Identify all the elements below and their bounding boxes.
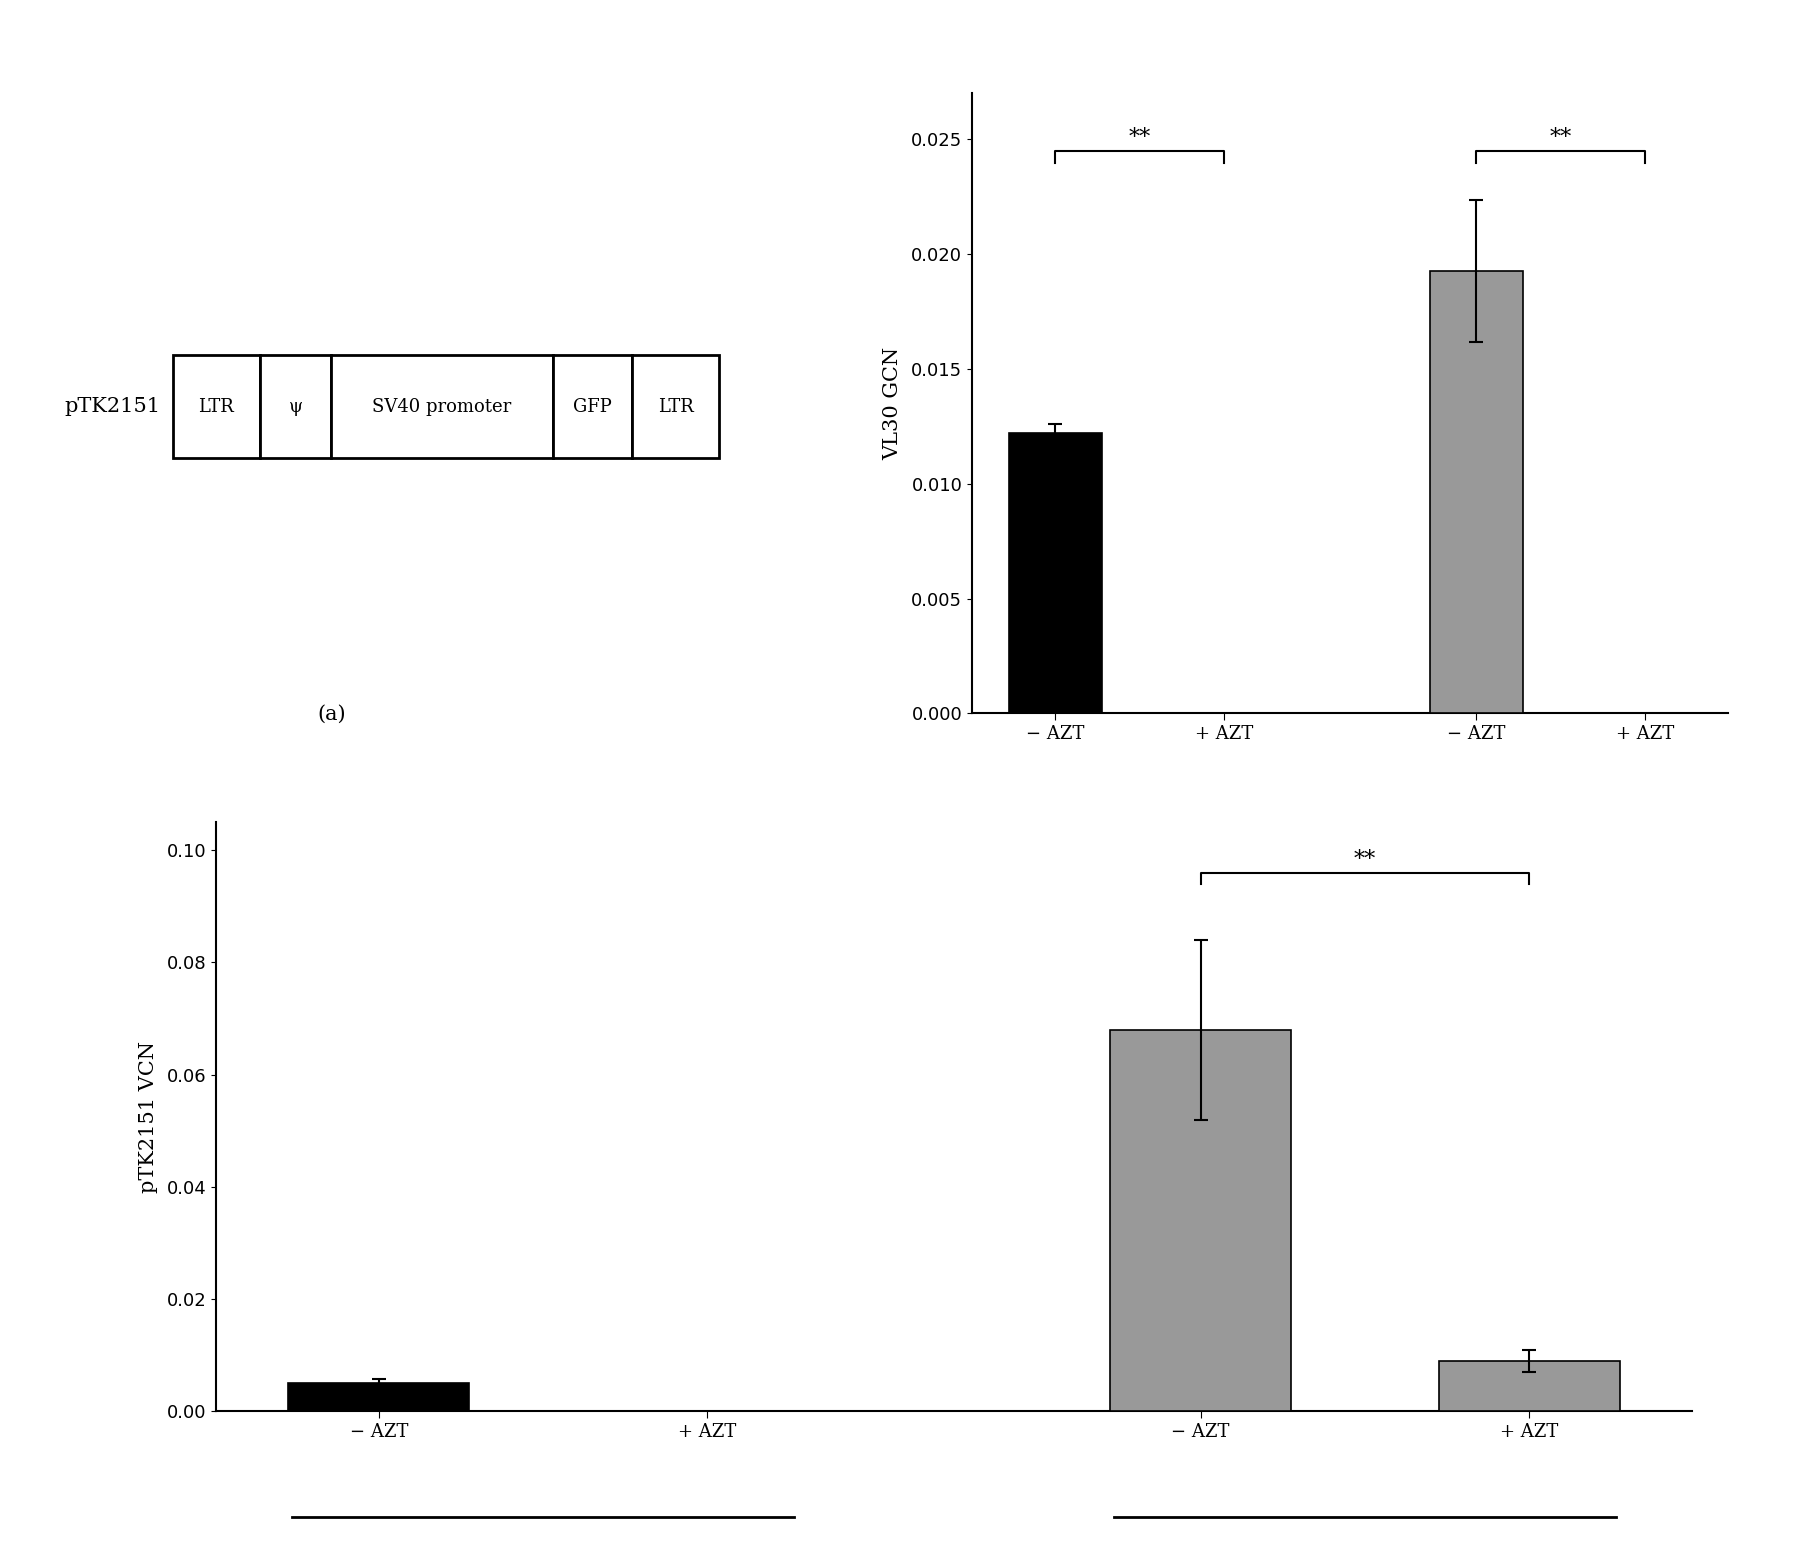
Text: SV40 promoter: SV40 promoter [373, 397, 511, 416]
Bar [1438, 1360, 1620, 1411]
Text: GFP: GFP [572, 397, 612, 416]
Text: (a): (a) [317, 706, 346, 724]
Text: **: ** [1354, 848, 1375, 870]
FancyBboxPatch shape [632, 355, 720, 458]
Text: PG13: PG13 [1114, 862, 1165, 881]
Bar [288, 1383, 470, 1411]
Text: **: ** [1550, 127, 1571, 149]
FancyBboxPatch shape [553, 355, 632, 458]
FancyBboxPatch shape [173, 355, 259, 458]
FancyBboxPatch shape [331, 355, 553, 458]
Text: 2 way ANOVA, **P ≤ 0.01: 2 way ANOVA, **P ≤ 0.01 [1233, 931, 1467, 949]
Y-axis label: pTK2151 VCN: pTK2151 VCN [139, 1041, 158, 1193]
Text: pTK2151: pTK2151 [65, 397, 160, 416]
Text: ψ: ψ [288, 397, 302, 416]
Text: PG13
+ pTK2151: PG13 + pTK2151 [1508, 862, 1613, 901]
Y-axis label: VL30 GCN: VL30 GCN [884, 347, 902, 459]
Text: **: ** [1129, 127, 1150, 149]
Bar [1429, 271, 1523, 713]
Text: LTR: LTR [198, 397, 234, 416]
Bar [1111, 1030, 1291, 1411]
Text: (b): (b) [1336, 986, 1364, 1005]
Bar [1010, 433, 1102, 713]
FancyBboxPatch shape [259, 355, 331, 458]
Text: LTR: LTR [657, 397, 693, 416]
